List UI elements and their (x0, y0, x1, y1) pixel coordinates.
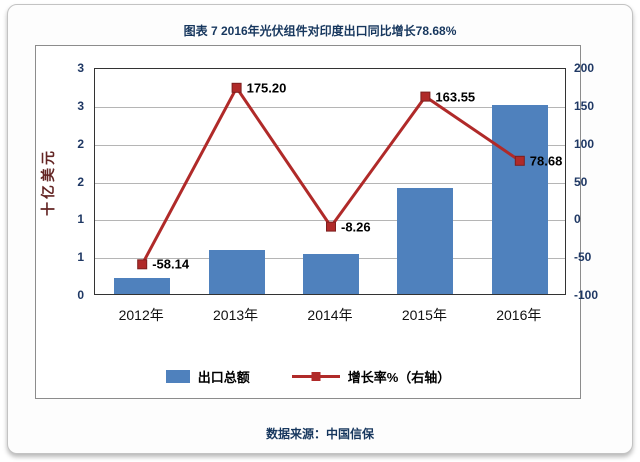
bar-2013年 (208, 250, 265, 294)
left-tick-label: 2 (77, 136, 84, 151)
x-axis-label: 2012年 (118, 307, 164, 323)
right-tick-label: -50 (574, 250, 592, 265)
growth-line (137, 82, 525, 270)
line-swatch-marker (311, 371, 321, 381)
legend-item-export-total: 出口总额 (165, 367, 250, 386)
legend: 出口总额 增长率%（右轴） (36, 366, 580, 386)
data-source: 数据来源：中国信保 (265, 427, 374, 441)
line-data-label: -58.14 (152, 256, 190, 272)
x-axis-label: 2013年 (213, 307, 259, 323)
left-axis-ticks: 3 3 2 2 1 1 0 (36, 61, 90, 302)
gridline (95, 106, 565, 108)
right-tick-label: 200 (574, 61, 595, 75)
plot-area: -58.14 175.20 -8.26 163.55 78.68 (94, 68, 566, 295)
bar-2015年 (397, 188, 454, 294)
left-tick-label: 1 (77, 250, 84, 265)
legend-label-growth-rate: 增长率%（右轴） (347, 369, 451, 385)
gridline (95, 182, 565, 184)
line-data-label: 163.55 (435, 89, 476, 105)
line-swatch-icon (291, 371, 340, 382)
right-tick-label: -100 (574, 288, 599, 302)
bar-swatch-icon (165, 369, 190, 383)
line-data-label: 78.68 (529, 153, 563, 169)
right-tick-label: 150 (574, 98, 595, 113)
line-data-label: -8.26 (341, 219, 371, 235)
left-tick-label: 1 (77, 212, 84, 227)
bar-2016年 (491, 104, 548, 294)
x-axis-labels: 2012年 2013年 2014年 2015年 2016年 (94, 297, 566, 323)
legend-item-growth-rate: 增长率%（右轴） (291, 367, 451, 386)
gridline (95, 144, 565, 146)
bar-2014年 (303, 253, 359, 294)
bar-2012年 (114, 278, 171, 294)
x-axis-label: 2016年 (496, 307, 542, 323)
left-tick-label: 3 (77, 61, 84, 75)
left-tick-label: 2 (77, 174, 84, 189)
legend-label-export-total: 出口总额 (197, 369, 250, 385)
right-tick-label: 0 (574, 212, 581, 227)
left-tick-label: 0 (77, 288, 84, 302)
right-axis-ticks: 200 150 100 50 0 -50 -100 (570, 61, 614, 302)
gridline (95, 220, 565, 222)
x-axis-label: 2015年 (401, 307, 447, 323)
left-tick-label: 3 (77, 98, 84, 113)
right-tick-label: 50 (574, 174, 588, 189)
x-axis-label: 2014年 (307, 307, 353, 323)
right-tick-label: 100 (574, 136, 595, 151)
chart-title: 图表 7 2016年光伏组件对印度出口同比增长78.68% (183, 24, 457, 38)
line-data-label: 175.20 (246, 80, 287, 96)
